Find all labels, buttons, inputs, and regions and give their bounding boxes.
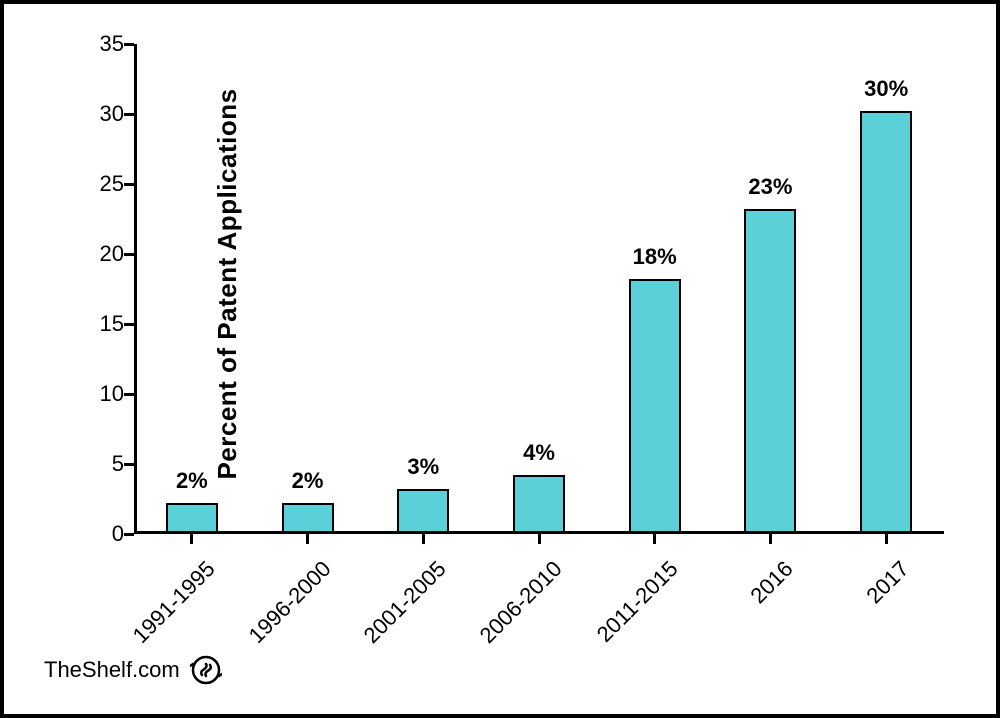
- y-tick-label: 25: [84, 171, 124, 197]
- y-tick-label: 30: [84, 101, 124, 127]
- x-tick: [769, 534, 772, 544]
- y-tick: [124, 533, 134, 536]
- y-tick-label: 10: [84, 381, 124, 407]
- y-tick-label: 5: [84, 451, 124, 477]
- bar: [744, 209, 796, 531]
- y-tick-label: 35: [84, 31, 124, 57]
- y-tick-label: 20: [84, 241, 124, 267]
- x-tick-label: 2016: [703, 556, 799, 652]
- x-tick: [538, 534, 541, 544]
- y-tick: [124, 113, 134, 116]
- x-tick-label: 1996-2000: [240, 556, 336, 652]
- attribution-text: TheShelf.com: [44, 657, 180, 683]
- y-axis-line: [134, 44, 137, 534]
- x-tick: [422, 534, 425, 544]
- chart-plot-area: 051015202530352%1991-19952%1996-20003%20…: [134, 44, 944, 534]
- x-tick-label: 2001-2005: [355, 556, 451, 652]
- y-tick: [124, 253, 134, 256]
- bar: [629, 279, 681, 531]
- y-tick: [124, 43, 134, 46]
- x-tick-label: 1991-1995: [124, 556, 220, 652]
- bar: [513, 475, 565, 531]
- bar: [860, 111, 912, 531]
- bar: [397, 489, 449, 531]
- x-tick: [190, 534, 193, 544]
- y-tick: [124, 463, 134, 466]
- bar-value-label: 2%: [292, 468, 324, 494]
- bar: [282, 503, 334, 531]
- attribution: TheShelf.com: [44, 654, 222, 686]
- bar-value-label: 30%: [864, 76, 908, 102]
- y-tick-label: 15: [84, 311, 124, 337]
- y-tick: [124, 323, 134, 326]
- x-tick: [885, 534, 888, 544]
- x-tick: [306, 534, 309, 544]
- bar-value-label: 4%: [523, 440, 555, 466]
- x-tick-label: 2017: [818, 556, 914, 652]
- bar-value-label: 23%: [748, 174, 792, 200]
- bar-value-label: 18%: [633, 244, 677, 270]
- x-tick: [653, 534, 656, 544]
- bar-value-label: 2%: [176, 468, 208, 494]
- bar-value-label: 3%: [407, 454, 439, 480]
- y-tick-label: 0: [84, 521, 124, 547]
- x-tick-label: 2006-2010: [471, 556, 567, 652]
- bar: [166, 503, 218, 531]
- shelf-logo-icon: [190, 654, 222, 686]
- y-tick: [124, 393, 134, 396]
- chart-frame: Percent of Patent Applications 051015202…: [0, 0, 1000, 718]
- y-tick: [124, 183, 134, 186]
- x-tick-label: 2011-2015: [587, 556, 683, 652]
